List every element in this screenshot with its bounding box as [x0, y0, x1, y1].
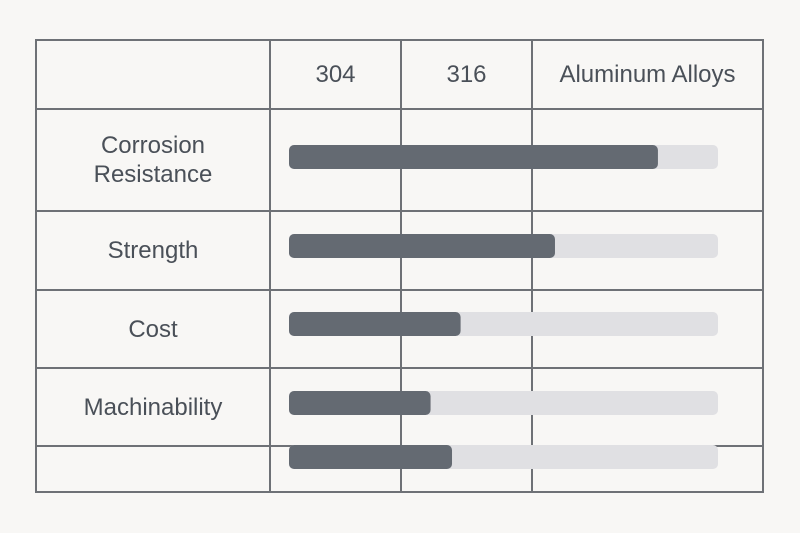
column-header-text: 316 [446, 61, 487, 88]
bar-fill [289, 391, 431, 415]
column-header: 316 [401, 40, 532, 109]
row-label-text: Cost [128, 315, 178, 343]
bar-fill [289, 145, 658, 169]
row-label-text: Corrosion Resistance [93, 132, 213, 188]
row-label: Machinability [36, 368, 270, 446]
bar-fill [289, 234, 555, 258]
column-header: 304 [270, 40, 401, 109]
row-label-text: Machinability [83, 393, 223, 421]
bar-fill [289, 445, 453, 469]
row-label-text: Strength [107, 237, 199, 264]
row-label: Cost [36, 290, 270, 368]
column-header: Aluminum Alloys [532, 40, 763, 109]
table-border [35, 39, 764, 493]
column-header-text: Aluminum Alloys [559, 61, 736, 88]
bar-fill [289, 312, 461, 336]
row-label: Strength [36, 211, 270, 290]
row-label: Corrosion Resistance [36, 109, 270, 211]
column-header-text: 304 [315, 61, 356, 88]
